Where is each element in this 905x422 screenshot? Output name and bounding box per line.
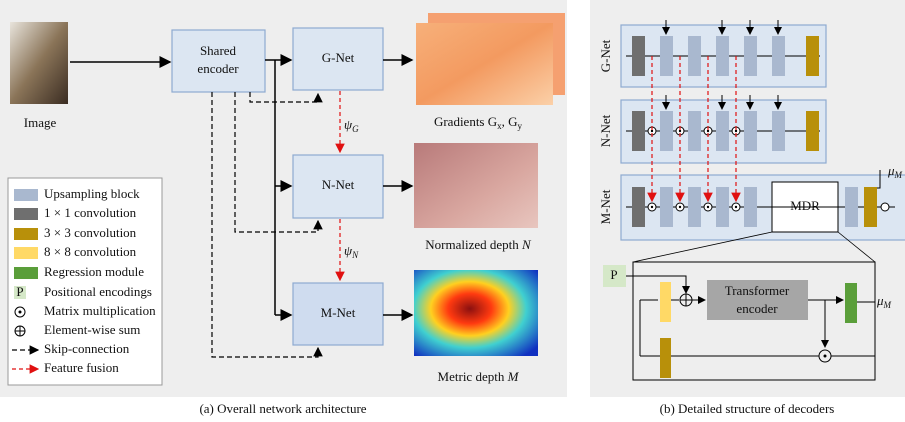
legend-rect	[14, 208, 38, 220]
panel-b-circle	[735, 130, 737, 132]
panel-b-rect	[660, 282, 671, 322]
legend-label: P	[16, 284, 23, 299]
panel-a-rect	[416, 23, 553, 105]
panel-a-label: G	[352, 124, 359, 134]
panel-a-rect	[414, 143, 538, 228]
panel-b-circle	[707, 206, 709, 208]
panel-a-label: y	[518, 121, 523, 131]
panel-b-rect	[632, 187, 645, 227]
panel-b-rect	[744, 111, 757, 151]
figure: Image Shared encoder G-Net N-Net M-Net ψ…	[0, 0, 905, 422]
panel-b-circle	[881, 203, 889, 211]
panel-b-label: N-Net	[598, 114, 613, 147]
legend-label: Element-wise sum	[44, 322, 140, 337]
legend-label: Upsampling block	[44, 186, 140, 201]
panel-b-rect	[806, 111, 819, 151]
panel-b-rect	[744, 187, 757, 227]
panel-a-rect	[10, 22, 68, 104]
legend-label: Matrix multiplication	[44, 303, 156, 318]
panel-b-rect	[772, 36, 785, 76]
panel-a-label: , G	[502, 114, 518, 129]
legend-rect	[14, 228, 38, 240]
legend-rect	[14, 267, 38, 279]
panel-a-label: Metric depth	[438, 369, 508, 384]
panel-b-circle	[651, 130, 653, 132]
panel-b-rect	[660, 187, 673, 227]
legend-rect	[14, 247, 38, 259]
panel-b-label: M	[883, 300, 892, 310]
legend-label: 1 × 1 convolution	[44, 205, 137, 220]
panel-b-label: MDR	[790, 198, 820, 213]
panel-b-rect	[688, 187, 701, 227]
panel-a-label: Shared	[200, 43, 237, 58]
panel-b-circle	[679, 206, 681, 208]
panel-a-label: M	[507, 369, 520, 384]
image-label: Image	[24, 115, 57, 130]
panel-b-rect	[845, 187, 858, 227]
legend-label: Feature fusion	[44, 360, 119, 375]
legend-label: Regression module	[44, 264, 144, 279]
panel-b-label: encoder	[736, 301, 778, 316]
panel-b-label: P	[610, 267, 617, 282]
panel-b-label: M	[894, 170, 903, 180]
panel-a-label: Normalized depth	[425, 237, 522, 252]
legend-label: Skip-connection	[44, 341, 130, 356]
panel-a-label: Gradients G	[434, 114, 497, 129]
panel-b-rect	[716, 187, 729, 227]
panel-b-rect	[716, 36, 729, 76]
panel-b-circle	[824, 355, 827, 358]
legend-circle	[19, 311, 22, 314]
panel-a-rect	[414, 270, 538, 356]
panel-b-circle	[679, 130, 681, 132]
page: {"panel_a": {"image_label": "Image", "en…	[0, 0, 905, 422]
caption-a: (a) Overall network architecture	[199, 401, 366, 416]
panel-a-label: N-Net	[322, 177, 355, 192]
panel-b-circle	[651, 206, 653, 208]
panel-b-rect	[864, 187, 877, 227]
panel-a-text: Gradients Gx, Gy	[434, 114, 523, 131]
panel-b: G-Net N-Net M-Net MDR μM P Transformer e…	[590, 0, 905, 397]
panel-b-rect	[632, 111, 645, 151]
panel-b-rect	[716, 111, 729, 151]
panel-b-rect	[660, 111, 673, 151]
panel-b-rect	[688, 111, 701, 151]
panel-a-label: M-Net	[321, 305, 356, 320]
legend-rect	[14, 189, 38, 201]
legend-label: Positional encodings	[44, 284, 152, 299]
panel-a-text: Normalized depth N	[425, 237, 532, 252]
legend-label: 8 × 8 convolution	[44, 244, 137, 259]
panel-b-rect	[806, 36, 819, 76]
legend-label: 3 × 3 convolution	[44, 225, 137, 240]
caption-b: (b) Detailed structure of decoders	[660, 401, 835, 416]
panel-b-circle	[707, 130, 709, 132]
panel-a-label: encoder	[197, 61, 239, 76]
panel-b-label: G-Net	[598, 39, 613, 72]
panel-b-rect	[845, 283, 857, 323]
panel-b-rect	[744, 36, 757, 76]
panel-b-label: Transformer	[725, 283, 790, 298]
panel-a-label: G-Net	[322, 50, 355, 65]
panel-b-rect	[688, 36, 701, 76]
panel-a-text: Metric depth M	[438, 369, 520, 384]
legend: P Upsampling block 1 × 1 convolution 3 ×…	[8, 178, 162, 385]
panel-b-label: M-Net	[598, 189, 613, 224]
panel-b-circle	[735, 206, 737, 208]
panel-b-rect	[772, 111, 785, 151]
panel-a-label: N	[351, 250, 359, 260]
panel-a-label: N	[521, 237, 532, 252]
panel-b-rect	[632, 36, 645, 76]
panel-b-rect	[660, 36, 673, 76]
panel-b-rect	[660, 338, 671, 378]
